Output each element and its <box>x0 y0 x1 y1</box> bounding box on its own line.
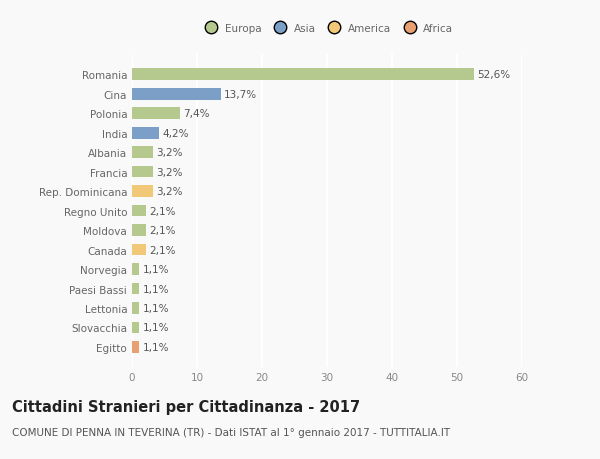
Text: 13,7%: 13,7% <box>224 90 257 100</box>
Text: COMUNE DI PENNA IN TEVERINA (TR) - Dati ISTAT al 1° gennaio 2017 - TUTTITALIA.IT: COMUNE DI PENNA IN TEVERINA (TR) - Dati … <box>12 427 450 437</box>
Bar <box>132 263 139 275</box>
Text: 7,4%: 7,4% <box>184 109 210 119</box>
Text: 2,1%: 2,1% <box>149 245 175 255</box>
Bar <box>132 186 153 197</box>
Bar <box>132 302 139 314</box>
Bar <box>132 69 474 81</box>
Bar <box>132 341 139 353</box>
Text: 3,2%: 3,2% <box>156 167 182 177</box>
Bar <box>132 283 139 295</box>
Text: 1,1%: 1,1% <box>142 342 169 352</box>
Text: 4,2%: 4,2% <box>163 129 189 139</box>
Bar <box>132 128 160 139</box>
Text: 1,1%: 1,1% <box>142 264 169 274</box>
Text: 1,1%: 1,1% <box>142 323 169 333</box>
Text: 2,1%: 2,1% <box>149 206 175 216</box>
Text: 1,1%: 1,1% <box>142 303 169 313</box>
Bar <box>132 244 146 256</box>
Text: Cittadini Stranieri per Cittadinanza - 2017: Cittadini Stranieri per Cittadinanza - 2… <box>12 399 360 414</box>
Bar <box>132 147 153 159</box>
Text: 3,2%: 3,2% <box>156 187 182 197</box>
Bar <box>132 89 221 101</box>
Bar <box>132 108 180 120</box>
Text: 3,2%: 3,2% <box>156 148 182 158</box>
Text: 1,1%: 1,1% <box>142 284 169 294</box>
Text: 2,1%: 2,1% <box>149 225 175 235</box>
Bar <box>132 322 139 334</box>
Bar <box>132 167 153 178</box>
Bar <box>132 225 146 236</box>
Bar <box>132 205 146 217</box>
Legend: Europa, Asia, America, Africa: Europa, Asia, America, Africa <box>197 20 457 38</box>
Text: 52,6%: 52,6% <box>477 70 510 80</box>
